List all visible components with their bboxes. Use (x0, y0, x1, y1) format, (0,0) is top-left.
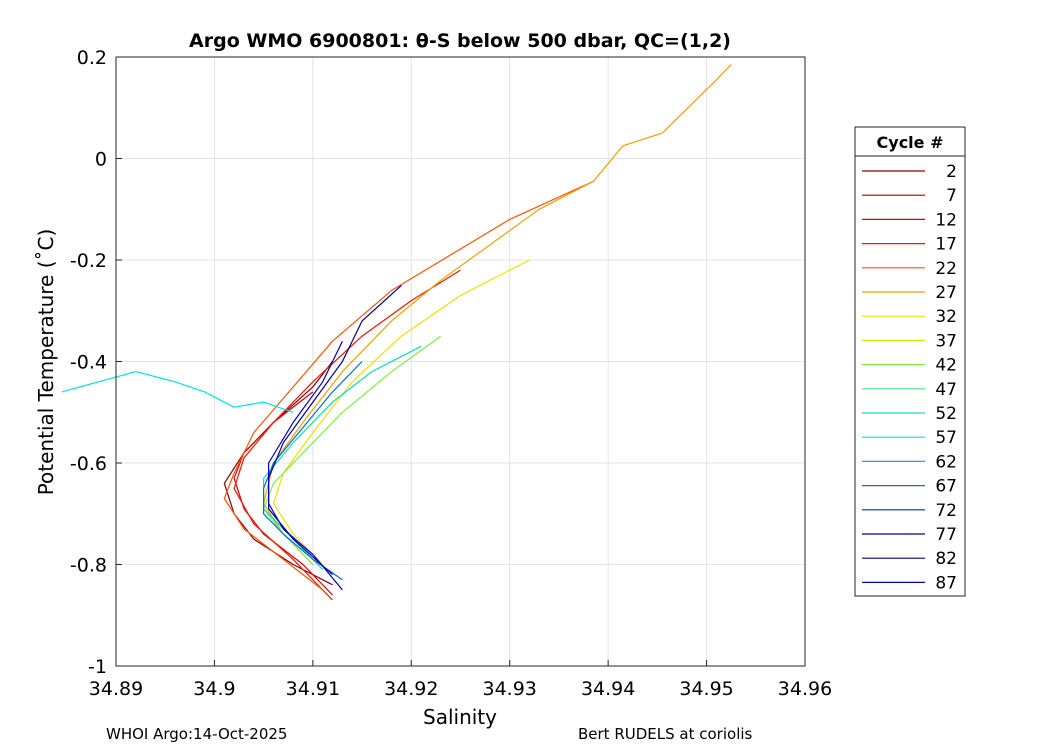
x-tick-label: 34.91 (286, 678, 340, 700)
series-line-cycle-22 (223, 180, 594, 591)
y-tick-label: 0.2 (77, 47, 107, 69)
y-tick-label: 0 (95, 149, 107, 171)
legend-label: 7 (946, 186, 957, 206)
x-axis-label: Salinity (423, 705, 497, 729)
series-line-cycle-57 (61, 371, 294, 413)
y-tick-label: -1 (88, 656, 107, 678)
series-line-cycle-17 (233, 269, 461, 601)
x-tick-label: 34.96 (778, 678, 832, 700)
grid (115, 56, 806, 667)
legend-label: 27 (935, 283, 957, 303)
footer-right: Bert RUDELS at coriolis (578, 725, 753, 743)
series-line-cycle-27 (263, 64, 732, 565)
series-line-cycle-32 (272, 259, 530, 565)
y-tick-label: -0.8 (70, 555, 107, 577)
legend-label: 17 (935, 235, 957, 255)
legend-label: 87 (935, 573, 957, 593)
legend-label: 42 (935, 356, 957, 376)
x-tick-label: 34.92 (384, 678, 438, 700)
legend-label: 32 (935, 307, 957, 327)
x-tick-label: 34.89 (89, 678, 143, 700)
series-line-cycle-77 (268, 284, 402, 576)
legend-box (854, 126, 966, 597)
legend-label: 47 (935, 380, 957, 400)
footer-left: WHOI Argo:14-Oct-2025 (106, 725, 288, 743)
tick-labels: 34.89 34.9 34.91 34.92 34.93 34.94 34.95 34.96 -… (70, 47, 832, 700)
series-line-cycle-87 (268, 340, 343, 591)
x-tick-label: 34.9 (193, 678, 235, 700)
legend-label: 67 (935, 477, 957, 497)
y-tick-label: -0.4 (70, 352, 107, 374)
y-tick-label: -0.2 (70, 250, 107, 272)
x-tick-label: 34.94 (581, 678, 635, 700)
chart-title: Argo WMO 6900801: θ-S below 500 dbar, QC… (189, 30, 731, 52)
legend-label: 72 (935, 501, 957, 521)
legend-label: 12 (935, 210, 957, 230)
legend-label: 57 (935, 428, 957, 448)
y-axis-label: Potential Temperature (˚C) (34, 229, 58, 496)
x-tick-label: 34.93 (483, 678, 537, 700)
legend: Cycle # 27121722273237424752576267727782… (854, 126, 966, 597)
y-tick-label: -0.6 (70, 453, 107, 475)
series-group (61, 64, 732, 601)
legend-title: Cycle # (877, 133, 944, 152)
series-line-cycle-2 (223, 361, 333, 586)
x-tick-label: 34.95 (679, 678, 733, 700)
series-line-cycle-67 (263, 361, 363, 581)
legend-label: 52 (935, 404, 957, 424)
series-line-cycle-52 (263, 345, 422, 571)
legend-label: 2 (946, 162, 957, 182)
legend-label: 62 (935, 452, 957, 472)
legend-label: 37 (935, 331, 957, 351)
legend-label: 22 (935, 259, 957, 279)
legend-label: 77 (935, 525, 957, 545)
legend-label: 82 (935, 549, 957, 569)
